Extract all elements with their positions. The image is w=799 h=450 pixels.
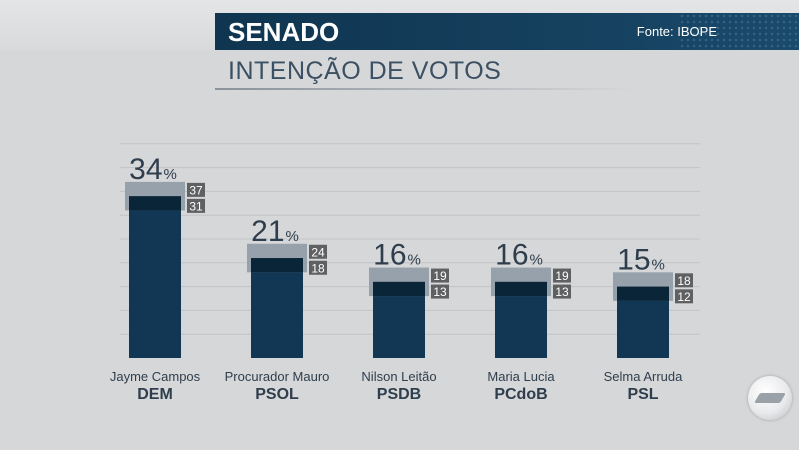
margin-lower-box <box>553 284 571 299</box>
margin-upper-box <box>675 273 693 288</box>
bar <box>129 196 181 358</box>
value-label: 16% <box>373 239 421 272</box>
margin-lower-label: 13 <box>433 285 447 299</box>
header-bar: SENADO Fonte: IBOPE <box>215 13 799 50</box>
margin-upper-box <box>187 182 205 197</box>
category-name-label: Selma Arruda <box>604 369 684 384</box>
category-party-label: DEM <box>137 386 173 403</box>
value-label: 21% <box>251 215 299 248</box>
margin-upper-label: 19 <box>433 269 447 283</box>
bar-inner <box>617 286 669 301</box>
margin-lower-label: 12 <box>677 290 691 304</box>
margin-upper-box <box>431 268 449 283</box>
margin-lower-box <box>431 284 449 299</box>
margin-upper-box <box>553 268 571 283</box>
margin-lower-label: 13 <box>555 285 569 299</box>
category-party-label: PSOL <box>255 386 299 403</box>
category-name-label: Maria Lucia <box>487 369 555 384</box>
value-label: 16% <box>495 239 543 272</box>
margin-lower-box <box>675 289 693 304</box>
header-texture <box>679 13 799 50</box>
source-label: Fonte: IBOPE <box>636 24 717 39</box>
category-name-label: Jayme Campos <box>110 369 201 384</box>
margin-upper-label: 18 <box>677 274 691 288</box>
margin-upper-label: 19 <box>555 269 569 283</box>
bar-inner <box>251 258 303 273</box>
subtitle-rule <box>215 88 635 90</box>
margin-upper-box <box>309 244 327 259</box>
margin-lower-label: 31 <box>189 199 203 213</box>
margin-lower-box <box>309 260 327 275</box>
broadcaster-logo-icon <box>748 376 792 420</box>
bar-inner <box>495 281 547 297</box>
value-label: 15% <box>617 243 665 276</box>
bar <box>251 258 303 358</box>
category-name-label: Procurador Mauro <box>225 369 330 384</box>
category-name-label: Nilson Leitão <box>361 369 436 384</box>
bar-inner <box>373 281 425 297</box>
category-party-label: PSL <box>627 386 658 403</box>
chart-subtitle: INTENÇÃO DE VOTOS <box>228 57 502 85</box>
margin-upper-label: 24 <box>311 245 325 259</box>
value-label: 34% <box>129 153 177 186</box>
margin-lower-box <box>187 198 205 213</box>
bar-inner <box>129 196 181 211</box>
chart-title: SENADO <box>228 17 340 47</box>
category-party-label: PSDB <box>377 386 421 403</box>
margin-lower-label: 18 <box>311 261 325 275</box>
category-party-label: PCdoB <box>494 386 547 403</box>
margin-upper-label: 37 <box>189 183 203 197</box>
